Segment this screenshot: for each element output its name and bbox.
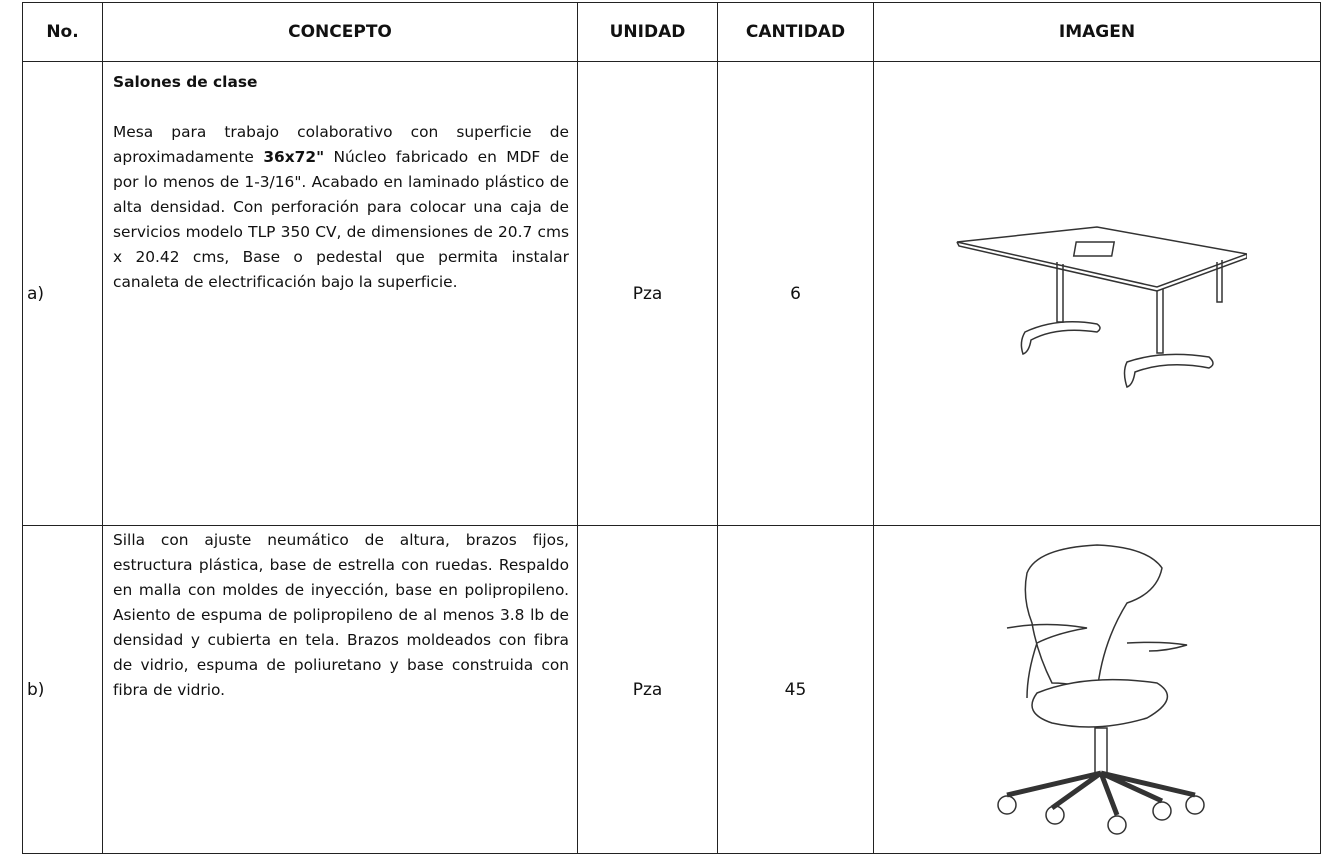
- text: Mesa para trabajo colaborativo con super…: [113, 123, 569, 166]
- concept-title: Salones de clase: [113, 73, 258, 91]
- quantity: 6: [717, 61, 874, 526]
- bold-text: 36x72": [263, 148, 325, 166]
- concept-description: Silla con ajuste neumático de altura, br…: [113, 528, 569, 703]
- concept-cell: Silla con ajuste neumático de altura, br…: [102, 525, 578, 854]
- table-drawing: [956, 225, 1250, 388]
- text: Silla con ajuste neumático de altura, br…: [113, 531, 569, 699]
- header-cell: IMAGEN: [873, 2, 1321, 62]
- concept-description: Mesa para trabajo colaborativo con super…: [113, 120, 569, 295]
- chair-drawing: [997, 543, 1205, 835]
- quantity: 45: [717, 525, 874, 854]
- header-cell: CANTIDAD: [717, 2, 874, 62]
- row: b) Silla con ajuste neumático de altura,…: [22, 525, 1321, 854]
- concept-cell: Salones de clase Mesa para trabajo colab…: [102, 61, 578, 526]
- furniture-table: No. CONCEPTO UNIDAD CANTIDAD IMAGEN a) S…: [22, 2, 1321, 854]
- header-cell: CONCEPTO: [102, 2, 578, 62]
- row-number: b): [22, 525, 103, 854]
- row-number: a): [22, 61, 103, 526]
- text: Núcleo fabricado en MDF de por lo menos …: [113, 148, 569, 291]
- unit: Pza: [577, 61, 718, 526]
- header-cell: No.: [22, 2, 103, 62]
- image-cell: [873, 61, 1321, 526]
- header-row: No. CONCEPTO UNIDAD CANTIDAD IMAGEN: [22, 2, 1321, 62]
- header-cell: UNIDAD: [577, 2, 718, 62]
- image-cell: [873, 525, 1321, 854]
- unit: Pza: [577, 525, 718, 854]
- row: a) Salones de clase Mesa para trabajo co…: [22, 61, 1321, 526]
